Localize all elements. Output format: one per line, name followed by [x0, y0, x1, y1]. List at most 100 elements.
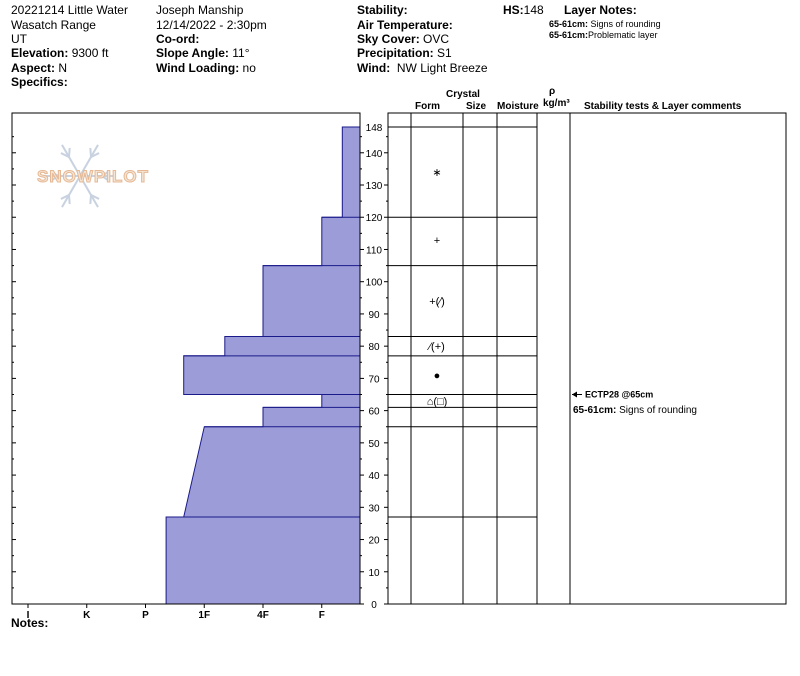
snowpilot-logo-text: SNOWPILOT — [37, 167, 149, 186]
state-name: UT — [11, 32, 27, 46]
depth-tick-label: 90 — [368, 310, 380, 321]
stability-label: Stability: — [357, 3, 408, 17]
layer-note-text: Signs of rounding — [590, 19, 661, 29]
wind: Wind: NW Light Breeze — [357, 61, 488, 75]
snowflake-logo-branch — [50, 175, 59, 182]
layer-table-frame — [387, 112, 787, 605]
snowflake-logo-branch — [101, 175, 110, 182]
depth-tick-label: 80 — [368, 342, 380, 353]
slope-angle: Slope Angle: 11° — [156, 46, 250, 60]
grain-form-symbol: ● — [434, 370, 441, 382]
header-moisture: Moisture — [497, 101, 539, 112]
snowflake-logo-branch — [68, 147, 71, 158]
specifics-label: Specifics: — [11, 75, 68, 89]
wind-value: NW Light Breeze — [396, 61, 488, 75]
hardness-tick-label: 1F — [198, 610, 210, 621]
elevation-label: Elevation: — [11, 46, 69, 60]
depth-tick-label: 140 — [366, 149, 383, 160]
grain-form-symbol: ⌂(□) — [427, 396, 448, 408]
header-stability-tests: Stability tests & Layer comments — [584, 101, 742, 112]
snow-height: HS:148 — [503, 3, 544, 17]
header-form: Form — [415, 101, 440, 112]
hardness-plot-frame — [11, 112, 361, 605]
wind-loading: Wind Loading: no — [156, 61, 256, 75]
layer-note-2: 65-61cm:Problematic layer — [549, 30, 658, 41]
hardness-tick-label: F — [319, 610, 325, 621]
observer-name: Joseph Manship — [156, 3, 244, 17]
depth-tick-label: 110 — [366, 245, 382, 256]
grain-form-symbol: +(⁄) — [429, 296, 445, 308]
layer-note-range: 65-61cm: — [549, 19, 589, 29]
depth-tick-label: 10 — [368, 568, 380, 579]
depth-tick-label: 130 — [366, 181, 383, 192]
layer-comment-range: 65-61cm: — [573, 405, 616, 416]
grain-form-symbol: ⁄(+) — [426, 341, 445, 353]
depth-tick-label: 40 — [368, 471, 380, 482]
depth-tick-label: 60 — [368, 407, 380, 418]
snowflake-logo-branch — [90, 152, 100, 158]
aspect: Aspect: N — [11, 61, 67, 75]
snowflake-logo-arm — [61, 175, 81, 208]
range-name: Wasatch Range — [11, 18, 96, 32]
layer-note-text: Problematic layer — [588, 30, 658, 40]
hardness-tick-label: K — [83, 610, 91, 621]
header-size: Size — [466, 101, 487, 112]
snowflake-logo-branch — [89, 147, 92, 158]
depth-tick-label: 148 — [366, 123, 383, 134]
snowflake-logo-branch — [101, 170, 110, 177]
grain-form-symbol: + — [434, 235, 440, 247]
layer-comment-text: Signs of rounding — [616, 405, 697, 416]
aspect-label: Aspect: — [11, 61, 56, 75]
snowflake-logo-branch — [68, 194, 71, 205]
aspect-value: N — [58, 61, 68, 75]
layer-comment: 65-61cm: Signs of rounding — [573, 405, 697, 416]
header-density-unit: kg/m³ — [543, 98, 570, 109]
elevation-value: 9300 ft — [71, 46, 109, 60]
hardness-profile-area — [165, 126, 361, 605]
depth-tick-label: 50 — [368, 439, 380, 450]
precipitation: Precipitation: S1 — [357, 46, 452, 60]
hs-label: HS: — [503, 3, 524, 17]
depth-tick-label: 20 — [368, 536, 380, 547]
snowflake-logo-branch — [50, 170, 59, 177]
site-line: 20221214 Little Water — [11, 3, 128, 17]
sky-cover: Sky Cover: OVC — [357, 32, 449, 46]
slope-label: Slope Angle: — [156, 46, 229, 60]
snowflake-logo-branch — [90, 194, 100, 200]
air-temp-label: Air Temperature: — [357, 18, 453, 32]
stability-test-arrowhead — [572, 391, 577, 398]
observation-datetime: 12/14/2022 - 2:30pm — [156, 18, 267, 32]
hs-value: 148 — [523, 3, 544, 17]
depth-tick-label: 120 — [366, 213, 383, 224]
depth-tick-label: 0 — [371, 600, 377, 611]
wind-label: Wind: — [357, 61, 391, 75]
snowflake-logo-branch — [60, 152, 70, 158]
precip-value: S1 — [437, 46, 452, 60]
snowflake-logo-branch — [60, 194, 70, 200]
layer-notes-label: Layer Notes: — [564, 3, 637, 17]
hardness-tick-label: P — [142, 610, 149, 621]
sky-value: OVC — [423, 32, 450, 46]
elevation: Elevation: 9300 ft — [11, 46, 108, 60]
coord-label: Co-ord: — [156, 32, 200, 46]
snowflake-logo-arm — [79, 144, 99, 177]
hardness-tick-label: I — [27, 610, 30, 621]
depth-tick-label: 100 — [366, 278, 383, 289]
depth-tick-label: 70 — [368, 374, 380, 385]
snowflake-logo-arm — [61, 144, 81, 177]
snowflake-logo-arm — [79, 175, 99, 208]
header-rho: ρ — [549, 86, 556, 97]
grain-form-symbol: ∗ — [432, 167, 441, 179]
notes-label: Notes: — [11, 616, 49, 630]
slope-value: 11° — [232, 46, 250, 60]
layer-note-1: 65-61cm: Signs of rounding — [549, 19, 661, 30]
hardness-tick-label: 4F — [257, 610, 269, 621]
stability-test-label: ECTP28 @65cm — [585, 390, 653, 400]
wind-loading-label: Wind Loading: — [156, 61, 240, 75]
header-crystal: Crystal — [446, 89, 480, 100]
layer-note-range: 65-61cm: — [549, 30, 589, 40]
sky-label: Sky Cover: — [357, 32, 420, 46]
depth-tick-label: 30 — [368, 503, 380, 514]
wind-loading-value: no — [242, 61, 256, 75]
